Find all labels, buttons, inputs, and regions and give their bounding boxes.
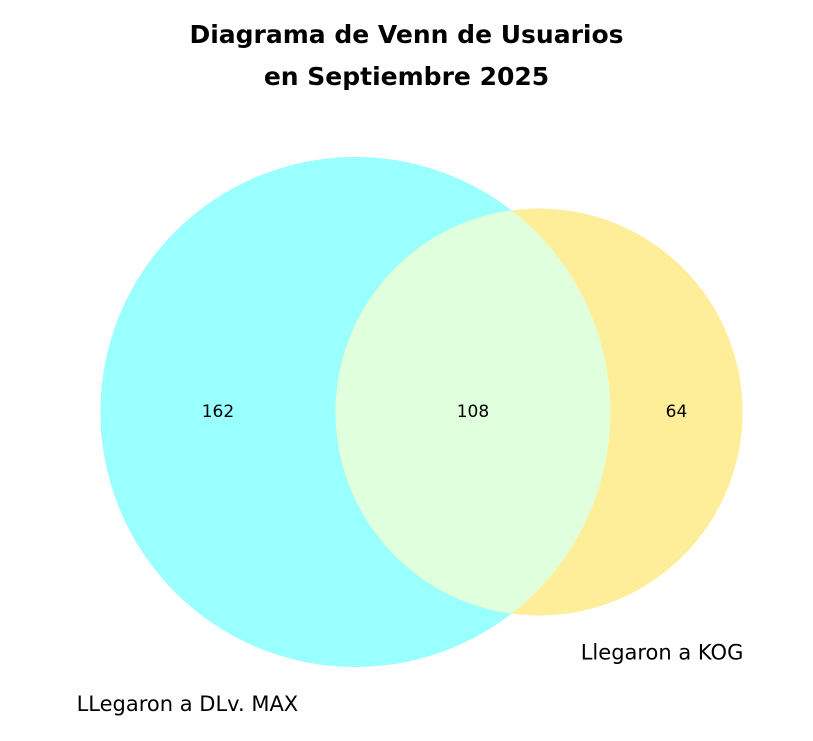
set-label: LLegaron a DLv. MAX (77, 692, 299, 716)
subset-label: 64 (666, 402, 688, 422)
subset-label: 108 (457, 402, 489, 422)
chart-title: Diagrama de Venn de Usuarios en Septiemb… (189, 20, 624, 91)
subset-label: 162 (202, 402, 234, 422)
overlap-region (335, 210, 611, 614)
set-label: Llegaron a KOG (581, 641, 744, 665)
